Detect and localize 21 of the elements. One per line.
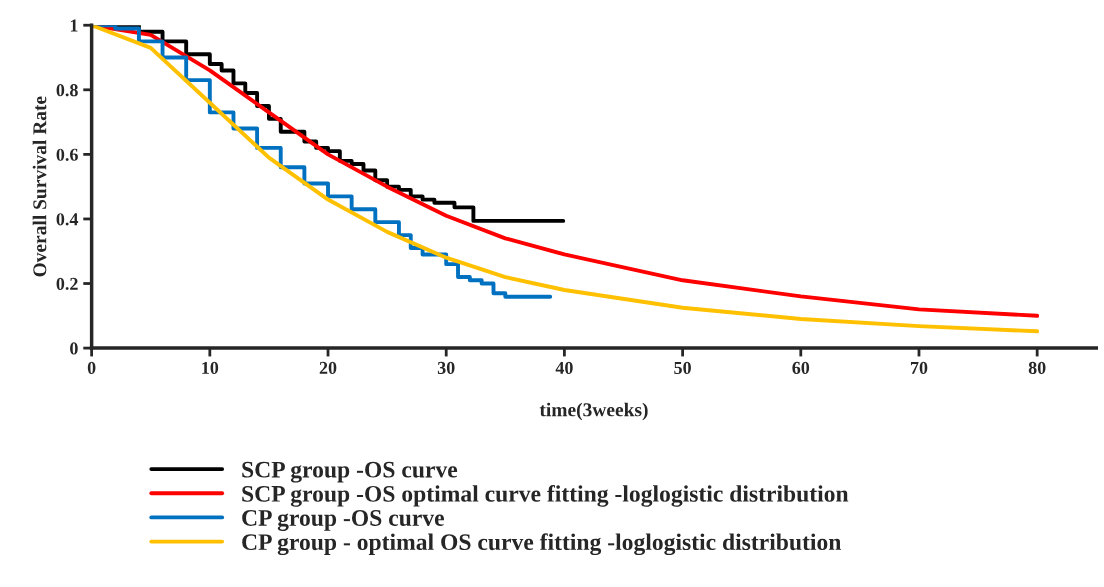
y-tick-label: 0.8 xyxy=(56,84,78,97)
y-tick-label: 0.2 xyxy=(56,277,78,291)
legend-label: CP group -OS curve xyxy=(242,510,444,531)
x-tick-label: 80 xyxy=(1028,361,1046,374)
x-tick-label: 40 xyxy=(555,361,573,374)
x-axis-title: time(3weeks) xyxy=(539,402,648,421)
x-tick-label: 20 xyxy=(319,361,337,374)
y-axis-title: Overall Survival Rate xyxy=(32,96,47,277)
y-tick-label: 0.4 xyxy=(56,213,79,226)
y-tick-label: 0 xyxy=(70,342,78,355)
x-tick-label: 70 xyxy=(910,361,928,374)
legend-label: SCP group -OS curve xyxy=(242,461,458,483)
x-tick-label: 0 xyxy=(87,361,96,374)
legend-label: CP group - optimal OS curve fitting -loglogistic distribution xyxy=(242,533,842,556)
y-tick-label: 0.6 xyxy=(56,148,78,161)
x-tick-label: 60 xyxy=(792,361,810,374)
x-tick-label: 50 xyxy=(674,361,691,374)
x-tick-label: 30 xyxy=(437,361,455,374)
y-tick-label: 1 xyxy=(70,19,78,32)
legend-label: SCP group -OS optimal curve fitting -loglogistic distribution xyxy=(242,484,849,507)
x-tick-label: 10 xyxy=(202,361,219,374)
